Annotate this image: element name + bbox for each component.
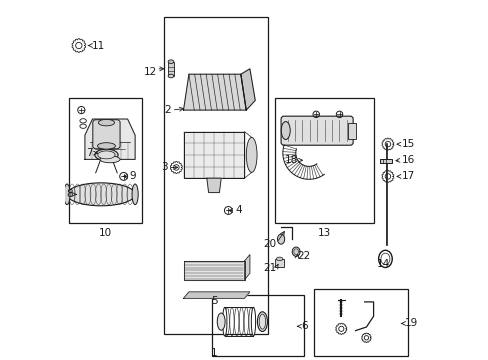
Ellipse shape bbox=[257, 312, 267, 332]
Polygon shape bbox=[244, 255, 249, 280]
Polygon shape bbox=[183, 74, 246, 110]
Text: 19: 19 bbox=[405, 319, 418, 328]
Polygon shape bbox=[183, 292, 249, 298]
Polygon shape bbox=[206, 178, 221, 193]
Text: 1: 1 bbox=[210, 348, 217, 358]
Ellipse shape bbox=[67, 183, 135, 206]
Ellipse shape bbox=[246, 138, 257, 172]
Text: 16: 16 bbox=[401, 155, 414, 165]
Text: 9: 9 bbox=[129, 171, 136, 181]
Ellipse shape bbox=[222, 307, 226, 336]
Ellipse shape bbox=[217, 313, 224, 330]
Text: 20: 20 bbox=[263, 239, 276, 249]
Ellipse shape bbox=[292, 247, 300, 256]
Text: 12: 12 bbox=[144, 67, 157, 77]
Text: 10: 10 bbox=[99, 228, 112, 238]
Bar bbox=[275, 258, 284, 267]
Ellipse shape bbox=[100, 156, 120, 163]
Text: 8: 8 bbox=[66, 189, 73, 199]
Bar bbox=[348, 123, 355, 139]
Text: 3: 3 bbox=[161, 162, 167, 172]
Polygon shape bbox=[241, 69, 255, 110]
FancyBboxPatch shape bbox=[281, 116, 352, 145]
Bar bbox=[212, 295, 303, 356]
Bar bbox=[274, 98, 373, 223]
Text: 4: 4 bbox=[235, 206, 242, 216]
Ellipse shape bbox=[277, 234, 284, 244]
Ellipse shape bbox=[95, 149, 118, 161]
Text: 5: 5 bbox=[210, 296, 217, 306]
Text: 7: 7 bbox=[86, 148, 93, 158]
Text: 18: 18 bbox=[284, 155, 297, 165]
Text: 22: 22 bbox=[297, 251, 310, 261]
Polygon shape bbox=[85, 119, 135, 159]
Bar bbox=[168, 62, 174, 76]
Ellipse shape bbox=[98, 120, 114, 126]
Ellipse shape bbox=[251, 307, 255, 336]
Text: 2: 2 bbox=[164, 105, 171, 115]
Text: 15: 15 bbox=[401, 139, 414, 149]
Text: 21: 21 bbox=[262, 263, 276, 273]
Text: 11: 11 bbox=[92, 41, 105, 50]
Bar bbox=[379, 159, 391, 163]
Text: 6: 6 bbox=[301, 321, 307, 331]
Ellipse shape bbox=[168, 60, 174, 63]
Ellipse shape bbox=[281, 122, 290, 139]
Ellipse shape bbox=[276, 257, 282, 261]
Text: 17: 17 bbox=[401, 171, 414, 181]
Ellipse shape bbox=[97, 143, 115, 149]
Ellipse shape bbox=[168, 74, 174, 78]
FancyBboxPatch shape bbox=[93, 120, 120, 149]
Bar bbox=[69, 98, 142, 223]
Ellipse shape bbox=[64, 184, 70, 205]
Bar bbox=[163, 17, 267, 334]
Text: 14: 14 bbox=[376, 259, 389, 269]
Bar bbox=[183, 132, 244, 178]
Polygon shape bbox=[183, 261, 244, 280]
Text: 13: 13 bbox=[317, 228, 330, 238]
Ellipse shape bbox=[132, 184, 138, 205]
Ellipse shape bbox=[98, 151, 115, 159]
Bar bbox=[314, 289, 407, 356]
